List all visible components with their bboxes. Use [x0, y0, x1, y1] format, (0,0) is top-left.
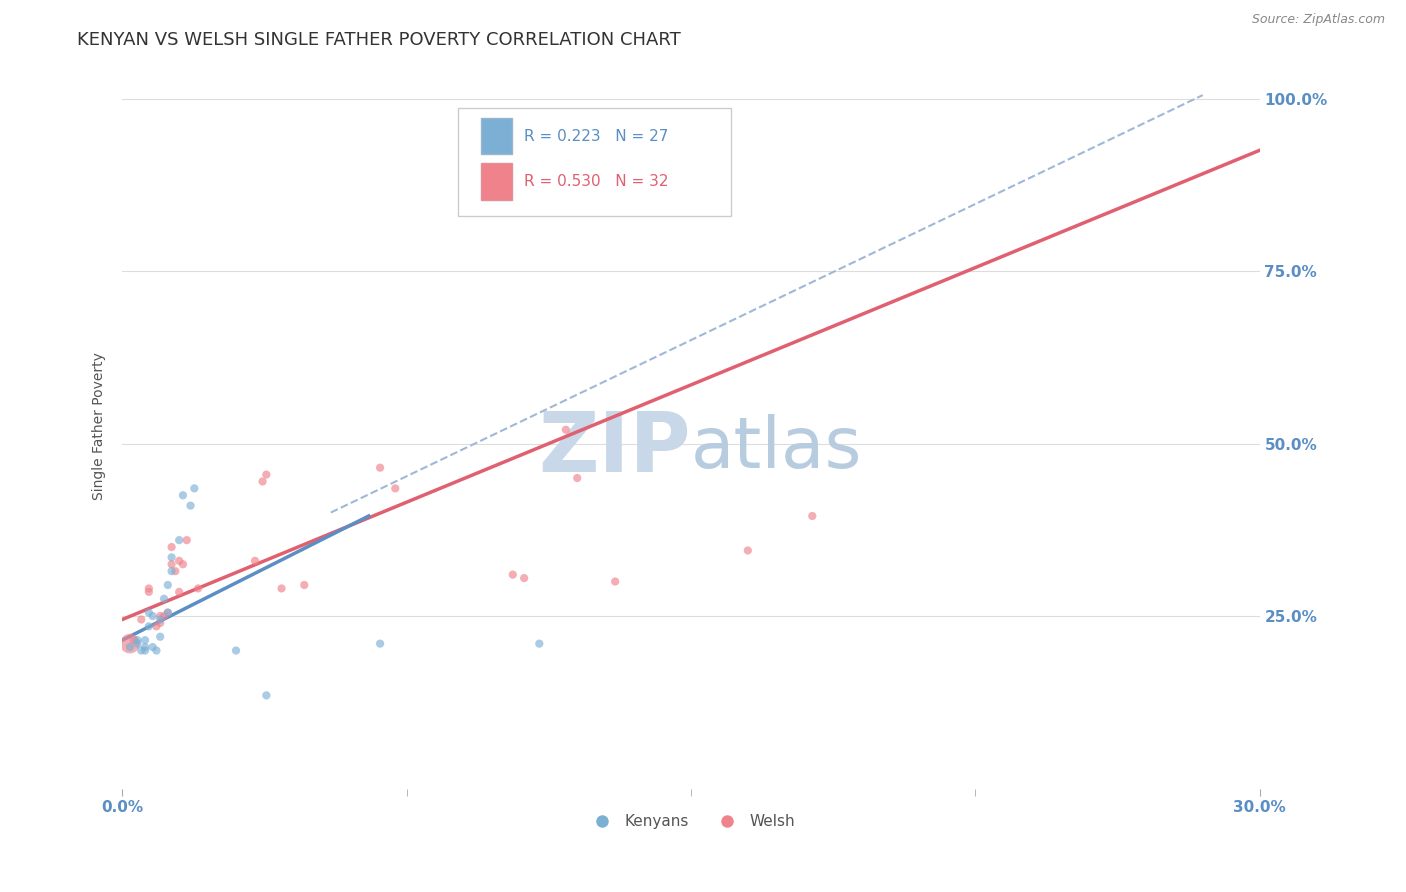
Point [176, 533, 198, 548]
Point [149, 630, 172, 644]
Point [172, 488, 194, 502]
Text: R = 0.530   N = 32: R = 0.530 N = 32 [524, 174, 668, 189]
Point [138, 619, 160, 633]
Point [153, 609, 176, 624]
Point [156, 606, 179, 620]
Point [127, 637, 149, 651]
Point [165, 564, 187, 578]
Point [160, 550, 183, 565]
Point [142, 609, 165, 624]
Point [138, 585, 160, 599]
Point [118, 637, 141, 651]
Point [160, 558, 183, 572]
Point [605, 574, 627, 589]
Point [134, 643, 156, 657]
Point [149, 615, 172, 630]
Point [384, 482, 406, 496]
Point [270, 582, 292, 596]
Point [138, 606, 160, 620]
Point [145, 619, 167, 633]
Point [142, 640, 165, 654]
Point [529, 637, 551, 651]
Point [118, 640, 141, 654]
Point [368, 637, 391, 651]
Text: atlas: atlas [690, 414, 862, 483]
FancyBboxPatch shape [481, 118, 512, 154]
Point [134, 640, 156, 654]
Point [149, 609, 172, 624]
FancyBboxPatch shape [481, 163, 512, 200]
Point [187, 582, 209, 596]
Y-axis label: Single Father Poverty: Single Father Poverty [93, 352, 107, 500]
Point [554, 423, 576, 437]
Point [167, 554, 190, 568]
Point [160, 564, 183, 578]
Point [138, 582, 160, 596]
FancyBboxPatch shape [458, 108, 731, 216]
Legend: Kenyans, Welsh: Kenyans, Welsh [581, 808, 801, 835]
Point [254, 467, 277, 482]
Point [225, 643, 247, 657]
Point [134, 633, 156, 648]
Text: R = 0.223   N = 27: R = 0.223 N = 27 [524, 128, 668, 144]
Point [180, 499, 202, 513]
Point [149, 612, 172, 626]
Text: KENYAN VS WELSH SINGLE FATHER POVERTY CORRELATION CHART: KENYAN VS WELSH SINGLE FATHER POVERTY CO… [77, 31, 681, 49]
Point [513, 571, 536, 585]
Point [292, 578, 315, 592]
Point [160, 540, 183, 554]
Point [567, 471, 589, 485]
Point [167, 533, 190, 548]
Point [737, 543, 759, 558]
Point [183, 482, 205, 496]
Text: ZIP: ZIP [538, 408, 690, 489]
Point [172, 558, 194, 572]
Point [368, 460, 391, 475]
Point [127, 633, 149, 648]
Point [145, 643, 167, 657]
Point [156, 578, 179, 592]
Text: Source: ZipAtlas.com: Source: ZipAtlas.com [1251, 13, 1385, 27]
Point [156, 606, 179, 620]
Point [252, 475, 274, 489]
Point [801, 508, 824, 523]
Point [153, 591, 176, 606]
Point [502, 567, 524, 582]
Point [167, 585, 190, 599]
Point [254, 689, 277, 703]
Point [243, 554, 266, 568]
Point [122, 633, 145, 648]
Point [129, 643, 152, 657]
Point [129, 612, 152, 626]
